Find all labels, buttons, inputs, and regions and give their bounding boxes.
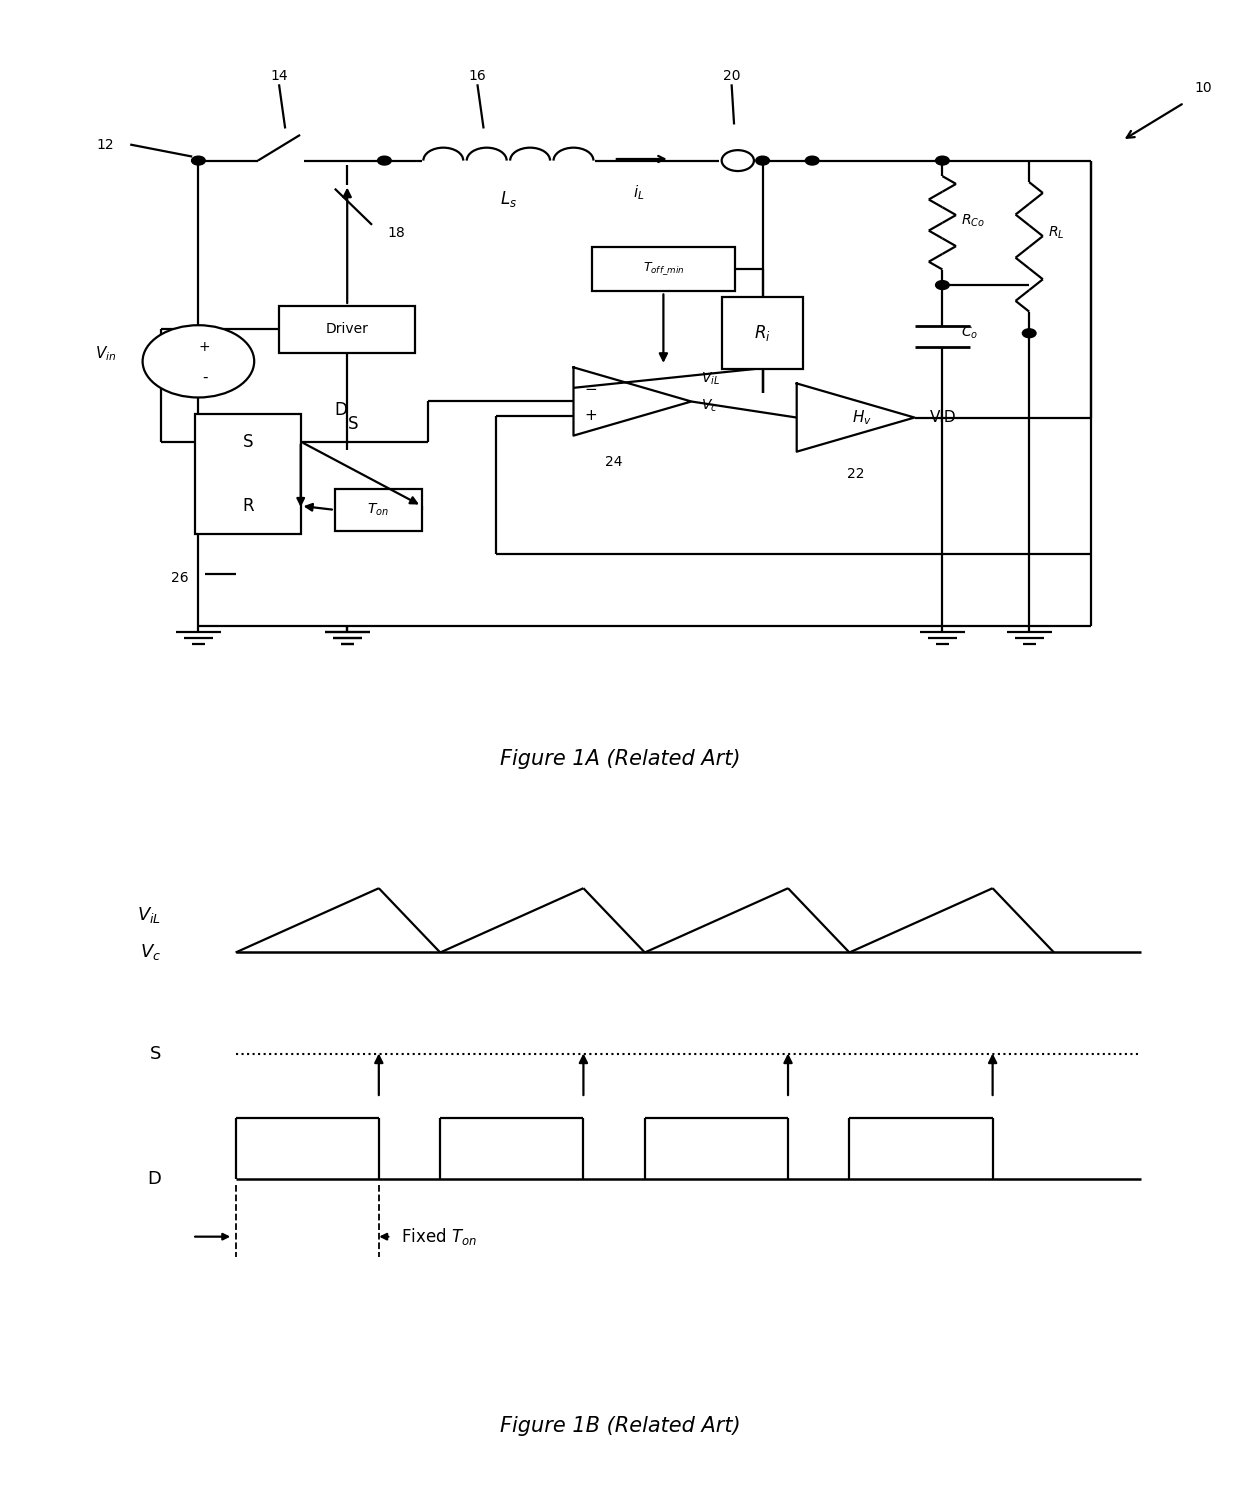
Circle shape bbox=[935, 156, 950, 165]
Bar bbox=[722, 297, 804, 369]
Text: $T_{off\_min}$: $T_{off\_min}$ bbox=[642, 260, 684, 278]
Text: $V_{iL}$: $V_{iL}$ bbox=[138, 906, 161, 925]
Text: $L_s$: $L_s$ bbox=[500, 189, 517, 208]
Circle shape bbox=[755, 156, 769, 165]
Text: 20: 20 bbox=[723, 70, 740, 83]
Bar bbox=[279, 306, 415, 352]
Text: $i_L$: $i_L$ bbox=[632, 183, 645, 202]
Text: $C_o$: $C_o$ bbox=[961, 326, 978, 342]
Text: $V_c$: $V_c$ bbox=[140, 943, 161, 962]
Text: VID: VID bbox=[930, 410, 956, 425]
Text: 10: 10 bbox=[1194, 82, 1211, 95]
Text: 12: 12 bbox=[97, 137, 114, 152]
Circle shape bbox=[722, 150, 754, 171]
Text: Figure 1B (Related Art): Figure 1B (Related Art) bbox=[500, 1416, 740, 1436]
Text: Driver: Driver bbox=[326, 323, 368, 336]
Text: S: S bbox=[243, 433, 253, 451]
Circle shape bbox=[1022, 329, 1037, 338]
Circle shape bbox=[378, 156, 392, 165]
Text: $H_v$: $H_v$ bbox=[852, 409, 872, 427]
Text: R: R bbox=[242, 497, 254, 515]
Text: D: D bbox=[148, 1170, 161, 1188]
Text: 24: 24 bbox=[605, 455, 622, 468]
Text: $R_{Co}$: $R_{Co}$ bbox=[961, 213, 985, 229]
Text: D: D bbox=[335, 400, 347, 418]
Text: 14: 14 bbox=[270, 70, 288, 83]
Text: $V_c$: $V_c$ bbox=[701, 397, 718, 413]
Text: -: - bbox=[202, 370, 207, 385]
Text: $-$: $-$ bbox=[584, 381, 598, 396]
Text: 22: 22 bbox=[847, 467, 864, 482]
Text: $V_{iL}$: $V_{iL}$ bbox=[701, 370, 720, 387]
Circle shape bbox=[191, 156, 206, 165]
Circle shape bbox=[143, 326, 254, 397]
Text: Fixed $T_{on}$: Fixed $T_{on}$ bbox=[402, 1227, 477, 1248]
Text: $R_i$: $R_i$ bbox=[754, 323, 771, 343]
Bar bbox=[591, 247, 734, 291]
Circle shape bbox=[935, 281, 950, 290]
Text: $T_{on}$: $T_{on}$ bbox=[367, 501, 389, 517]
Text: S: S bbox=[348, 415, 358, 433]
Text: $R_L$: $R_L$ bbox=[1048, 225, 1064, 241]
Circle shape bbox=[805, 156, 818, 165]
Text: Figure 1A (Related Art): Figure 1A (Related Art) bbox=[500, 749, 740, 769]
Text: 26: 26 bbox=[171, 571, 188, 586]
Text: +: + bbox=[198, 341, 211, 354]
Bar bbox=[335, 489, 422, 531]
Text: $V_{in}$: $V_{in}$ bbox=[94, 343, 117, 363]
Text: S: S bbox=[150, 1045, 161, 1063]
Bar bbox=[195, 413, 300, 534]
Text: $+$: $+$ bbox=[584, 409, 598, 424]
Text: 18: 18 bbox=[388, 226, 405, 239]
Text: 16: 16 bbox=[469, 70, 486, 83]
